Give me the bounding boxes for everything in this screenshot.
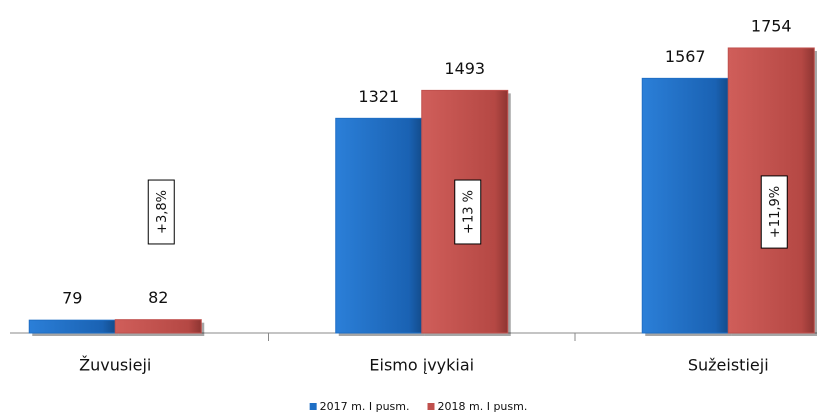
annotation-box	[760, 175, 788, 249]
bar	[641, 77, 729, 334]
value-label: 1493	[444, 59, 485, 78]
value-label: 1754	[751, 16, 792, 35]
x-tick-label: Eismo įvykiai	[369, 356, 474, 375]
bar	[114, 319, 202, 334]
bar	[28, 319, 116, 334]
annotation-text: +3,8%	[155, 190, 170, 234]
value-label: 1567	[665, 47, 706, 66]
value-label: 1321	[358, 87, 399, 106]
x-tick-label: Sužeistieji	[688, 356, 769, 375]
annotation: +11,9%	[760, 175, 788, 249]
legend-label: 2017 m. I pusm.	[320, 400, 410, 413]
legend-label: 2018 m. I pusm.	[438, 400, 528, 413]
legend-swatch	[309, 403, 317, 410]
legend: 2017 m. I pusm. 2018 m. I pusm.	[309, 400, 528, 413]
value-label: 79	[62, 289, 82, 308]
annotation-box	[147, 179, 175, 245]
annotation-text: +11,9%	[768, 186, 783, 238]
annotation: +3,8%	[147, 179, 175, 245]
annotation: +13 %	[454, 179, 482, 245]
annotation-box	[454, 179, 482, 245]
bar	[335, 117, 423, 334]
legend-swatch	[427, 403, 435, 410]
x-tick-label: Žuvusieji	[79, 356, 151, 375]
value-label: 82	[148, 288, 168, 307]
annotation-text: +13 %	[461, 190, 476, 234]
